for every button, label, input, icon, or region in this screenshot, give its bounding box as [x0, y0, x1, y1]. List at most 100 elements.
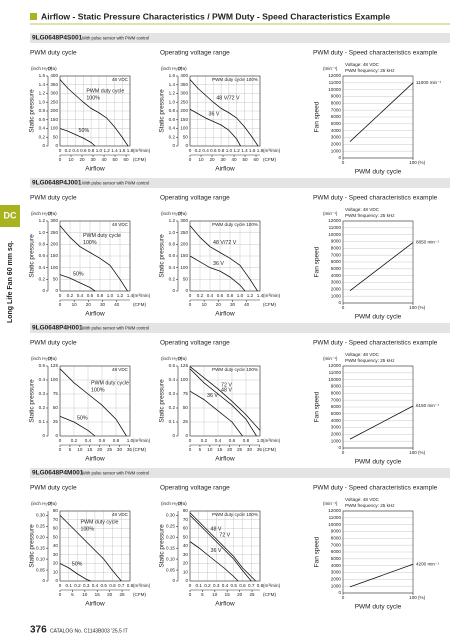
y-tick-label: 0.2 [169, 134, 176, 139]
y2-tick-label: 100 [50, 126, 58, 131]
curve [189, 366, 261, 431]
y2-tick-label: 300 [50, 218, 58, 223]
y2-tick-label: 350 [180, 82, 188, 87]
x-tick-label: 0.6 [87, 293, 94, 298]
y-tick-label: 8000 [331, 391, 342, 396]
y-axis-title: Fan speed [314, 246, 321, 277]
y2-tick-label: 300 [50, 91, 58, 96]
y-tick-label: 7000 [331, 252, 342, 257]
y-axis-title: Static pressure [29, 379, 36, 423]
plot-frame [189, 75, 261, 147]
x2-tick-label: 35 [127, 447, 133, 452]
x-tick-label: 0.1 [196, 583, 203, 588]
y-tick-label: 11000 [329, 370, 342, 375]
curve-note: PWM duty cycle [86, 89, 124, 95]
x2-unit: (CFM) [263, 592, 276, 597]
x2-tick-label: 0 [189, 302, 192, 307]
y-tick-label: 9000 [331, 529, 342, 534]
y-tick-label: 0 [172, 143, 175, 148]
y2-tick-label: 300 [180, 218, 188, 223]
y-tick-label: 10000 [328, 377, 341, 382]
x-tick-label: 1.4 [257, 293, 264, 298]
curve [59, 563, 91, 582]
y-unit: (min⁻¹) [323, 211, 338, 216]
y2-tick-label: 100 [180, 126, 188, 131]
curve-label: 50% [77, 415, 88, 421]
x2-unit: (CFM) [133, 447, 146, 452]
x-tick-label: 0 [59, 293, 62, 298]
y-tick-label: 6000 [331, 259, 342, 264]
y2-tick-label: 400 [50, 73, 58, 78]
x2-tick-label: 0 [59, 157, 62, 162]
x-tick-label: 1.2 [247, 293, 254, 298]
x-tick-label: 1.4 [127, 293, 134, 298]
x-axis-title: Airflow [215, 311, 235, 318]
y-tick-label: 1.0 [169, 230, 176, 235]
catalog-number: CATALOG No. C1143B003 '25.5 IT [50, 628, 128, 634]
y-tick-label: 0.2 [39, 405, 46, 410]
y2-tick-label: 0 [55, 433, 58, 438]
y-unit: (inch H₂O) [161, 501, 183, 506]
curve-label: 100% [86, 96, 100, 102]
y2-tick-label: 350 [50, 82, 58, 87]
top-note: 48 VDC [112, 77, 129, 82]
x-tick-label: 0 [189, 148, 192, 153]
column-header: Operating voltage range [160, 195, 230, 202]
y2-unit: (Pa) [178, 211, 187, 216]
y2-tick-label: 150 [180, 117, 188, 122]
y-unit: (min⁻¹) [323, 66, 338, 71]
y-tick-label: 3000 [331, 570, 342, 575]
x2-tick-label: 0 [59, 302, 62, 307]
y-tick-label: 0.4 [169, 265, 176, 270]
y-tick-label: 0.30 [166, 513, 175, 518]
x-tick-label: 0 [342, 160, 345, 165]
y-tick-label: 0.20 [36, 534, 45, 539]
chart-note: Voltage: 48 VDC [345, 497, 380, 502]
x-tick-label: 1.8 [127, 148, 134, 153]
y-axis-title: Fan speed [314, 391, 321, 422]
column-header: Operating voltage range [160, 50, 230, 57]
y-tick-label: 9000 [331, 239, 342, 244]
y2-tick-label: 0 [55, 288, 58, 293]
y-tick-label: 8000 [331, 101, 342, 106]
x-axis-title: PWM duty cycle [355, 169, 402, 176]
y-axis-title: Static pressure [29, 89, 36, 133]
y2-tick-label: 50 [183, 134, 189, 139]
x-axis-title: Airflow [215, 166, 235, 173]
y2-tick-label: 25 [53, 419, 59, 424]
x-tick-label: 0 [59, 438, 62, 443]
y2-tick-label: 250 [50, 99, 58, 104]
y-axis-title: Fan speed [314, 101, 321, 132]
y-tick-label: 6000 [331, 549, 342, 554]
x2-tick-label: 15 [225, 592, 231, 597]
y-tick-label: 6000 [331, 114, 342, 119]
y-tick-label: 1.2 [39, 218, 46, 223]
x-unit: (m³/min) [133, 583, 151, 588]
y-tick-label: 0.4 [39, 126, 46, 131]
y2-tick-label: 0 [185, 433, 188, 438]
x-axis-title: PWM duty cycle [355, 314, 402, 321]
x-tick-label: 0.6 [217, 293, 224, 298]
x2-tick-label: 40 [101, 157, 107, 162]
y-tick-label: 0.5 [39, 363, 46, 368]
x-tick-label: 0.8 [227, 293, 234, 298]
curve [189, 368, 257, 437]
x2-tick-label: 30 [117, 447, 123, 452]
model-bar [30, 178, 450, 188]
y-tick-label: 0 [338, 445, 341, 450]
x-tick-label: 100 [409, 450, 417, 455]
plot-frame [189, 365, 261, 437]
x-tick-label: 0.8 [218, 148, 225, 153]
column-header: PWM duty - Speed characteristics example [313, 195, 438, 202]
plot-frame [59, 510, 131, 582]
x-tick-label: 1.6 [119, 148, 126, 153]
x2-tick-label: 30 [100, 302, 106, 307]
x-axis-title: PWM duty cycle [355, 459, 402, 466]
chart-note: Voltage: 48 VDC [345, 207, 380, 212]
y-tick-label: 0.6 [39, 253, 46, 258]
y-tick-label: 0.30 [36, 513, 45, 518]
x2-tick-label: 0 [189, 447, 192, 452]
x2-tick-label: 10 [72, 302, 78, 307]
y-tick-label: 1.0 [39, 230, 46, 235]
side-tab-text: DC [4, 210, 17, 220]
